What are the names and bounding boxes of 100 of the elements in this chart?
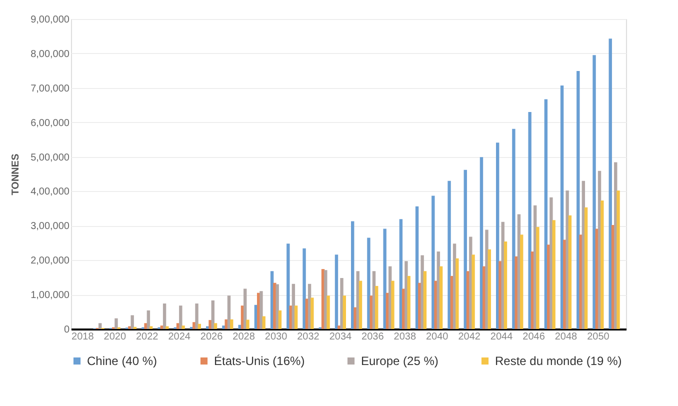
bar xyxy=(566,190,569,329)
x-tick-label: 2018 xyxy=(72,332,94,342)
bar xyxy=(552,220,556,329)
bar xyxy=(568,215,572,329)
bar xyxy=(485,230,488,329)
bar xyxy=(260,291,263,329)
y-tick-label: 9,00,000 xyxy=(30,14,70,26)
y-tick-label: 6,00,000 xyxy=(30,118,70,129)
bar xyxy=(214,323,218,329)
bar xyxy=(383,228,386,329)
bar xyxy=(310,298,314,329)
bar xyxy=(367,238,370,329)
bar xyxy=(584,207,588,329)
bar xyxy=(244,288,247,329)
y-axis-title: TONNES xyxy=(10,153,22,196)
y-tick-label: 5,00,000 xyxy=(30,152,70,164)
bar xyxy=(182,326,185,329)
bar xyxy=(616,190,620,329)
bar xyxy=(289,306,292,329)
x-tick-label: 2050 xyxy=(587,332,610,342)
x-tick-label: 2038 xyxy=(394,332,416,342)
x-tick-label: 2044 xyxy=(490,332,514,342)
bar xyxy=(370,296,373,329)
bar xyxy=(162,304,166,329)
legend-label: Reste du monde (19 %) xyxy=(495,354,622,368)
bar xyxy=(340,278,344,329)
x-tick-label: 2020 xyxy=(104,332,126,342)
bar xyxy=(592,55,596,329)
bar xyxy=(498,261,502,329)
x-tick-label: 2028 xyxy=(232,332,256,342)
bar xyxy=(434,280,438,329)
bar xyxy=(520,234,524,329)
bar xyxy=(208,320,212,329)
bar xyxy=(130,315,134,329)
bar xyxy=(166,326,169,329)
y-tick-label: 7,00,000 xyxy=(30,83,70,94)
y-tick-label: 2,00,000 xyxy=(30,256,70,267)
bar xyxy=(195,304,198,329)
bar xyxy=(439,266,443,329)
y-tick-label: 1,00,000 xyxy=(30,290,70,302)
bar xyxy=(334,254,338,329)
bar xyxy=(198,324,201,329)
bar xyxy=(149,326,153,329)
bar xyxy=(456,258,459,329)
bar xyxy=(448,180,451,329)
bar xyxy=(211,300,214,329)
bar xyxy=(342,296,346,329)
bar xyxy=(114,318,118,329)
x-tick-label: 2026 xyxy=(200,332,224,342)
bar xyxy=(536,227,540,329)
bar xyxy=(420,255,424,329)
bar xyxy=(579,234,582,329)
bar xyxy=(512,128,516,329)
y-tick-label: 3,00,000 xyxy=(30,221,70,232)
legend-label: Europe (25 %) xyxy=(361,354,438,368)
bar xyxy=(294,306,298,329)
x-tick-label: 2036 xyxy=(362,332,384,342)
bar xyxy=(514,256,518,329)
bar xyxy=(276,284,279,329)
x-tick-label: 2030 xyxy=(264,332,288,342)
bar xyxy=(358,280,362,329)
bar xyxy=(238,324,242,329)
x-tick-label: 2034 xyxy=(329,332,352,342)
bar xyxy=(488,249,491,329)
bar xyxy=(432,196,435,329)
bar xyxy=(222,326,226,329)
legend-label: Chine (40 %) xyxy=(87,354,158,368)
bar xyxy=(351,221,354,329)
bar xyxy=(179,306,182,329)
y-tick-label: 0 xyxy=(64,324,70,336)
bar xyxy=(391,280,394,329)
bar xyxy=(600,200,604,329)
x-tick-label: 2046 xyxy=(522,332,546,342)
bar xyxy=(472,254,475,329)
bar xyxy=(302,248,306,329)
y-tick-label: 4,00,000 xyxy=(30,186,70,198)
bar xyxy=(230,319,234,329)
x-tick-label: 2042 xyxy=(458,332,481,342)
bar xyxy=(278,310,282,329)
bar xyxy=(144,323,148,329)
bar xyxy=(375,286,378,329)
bar xyxy=(262,316,266,329)
bar xyxy=(98,323,102,329)
x-tick-label: 2048 xyxy=(554,332,578,342)
bar xyxy=(324,270,328,329)
bar xyxy=(146,310,150,329)
bar xyxy=(423,271,427,329)
y-tick-label: 8,00,000 xyxy=(30,48,70,60)
x-tick-label: 2040 xyxy=(426,332,449,342)
bar xyxy=(286,244,290,329)
legend-label: États-Unis (16%) xyxy=(214,354,305,368)
bar xyxy=(354,307,357,329)
x-tick-label: 2032 xyxy=(297,332,320,342)
bar xyxy=(504,242,508,329)
bar xyxy=(407,276,410,329)
x-tick-label: 2024 xyxy=(168,332,191,342)
bar xyxy=(528,112,532,329)
x-tick-label: 2022 xyxy=(136,332,159,342)
bar xyxy=(326,296,330,329)
bar xyxy=(246,320,250,329)
